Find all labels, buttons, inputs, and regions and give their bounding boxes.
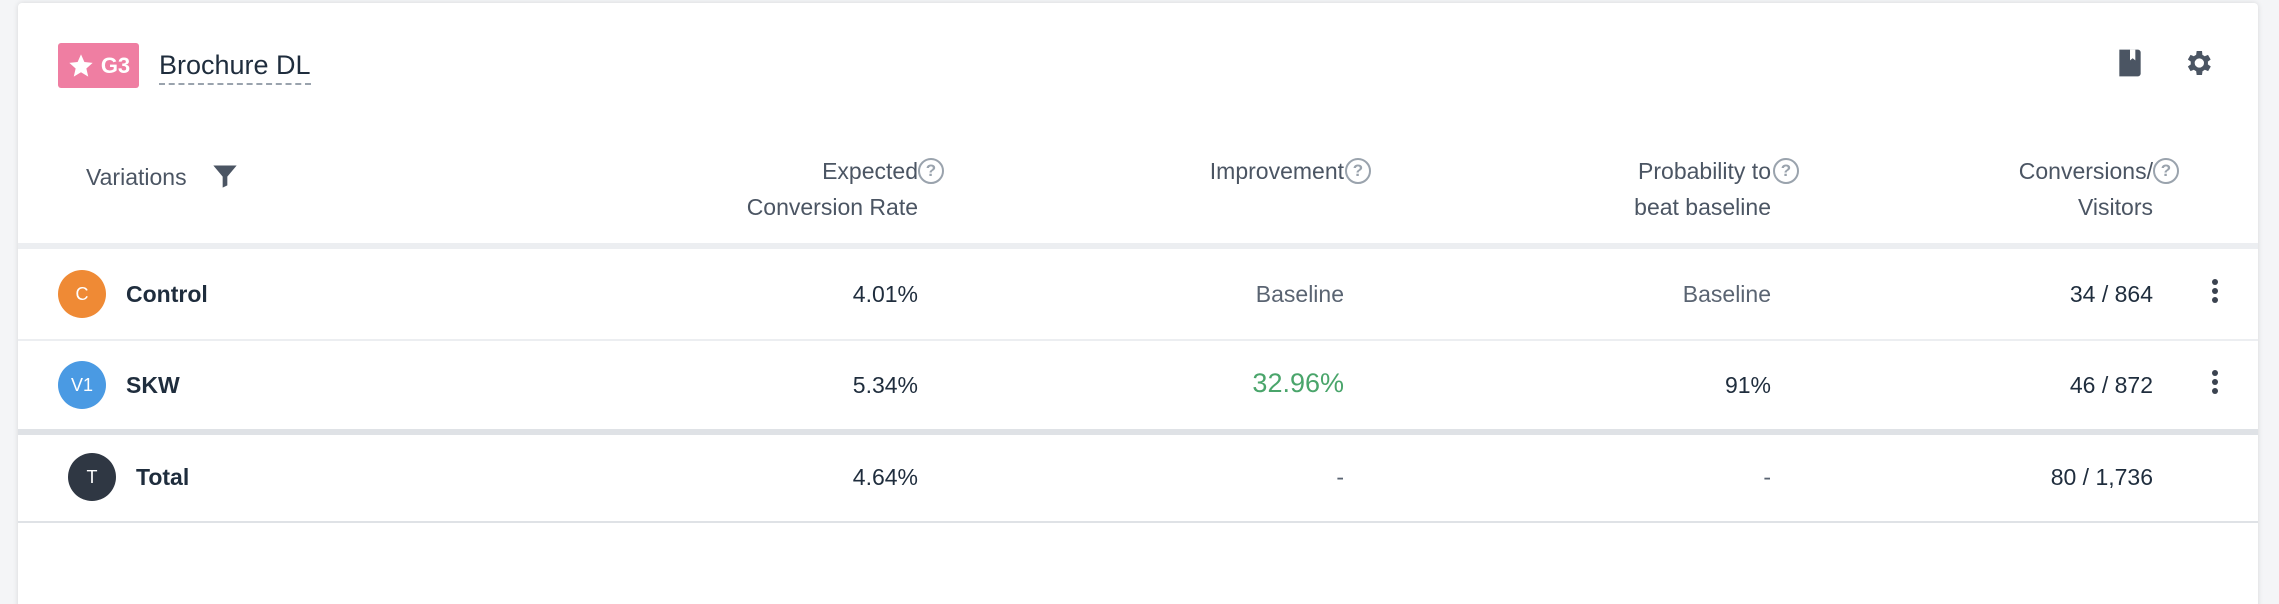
total-conversions: 80 / 1,736: [2050, 464, 2153, 490]
total-label: Total: [136, 464, 190, 490]
total-row: T Total 4.64% - - 80 / 1,736: [18, 435, 2258, 521]
goal-badge-label: G3: [100, 52, 131, 78]
variations-column-header: Variations: [86, 164, 187, 190]
probability-help-icon[interactable]: ?: [1773, 158, 1799, 184]
variation-avatar: C: [58, 270, 106, 318]
expected-rate: 5.34%: [852, 372, 918, 398]
variation-name: Control: [126, 281, 208, 307]
total-improvement: -: [1336, 464, 1344, 490]
probability-header: Probability to beat baseline: [1418, 153, 1771, 225]
header-divider: [18, 243, 2258, 249]
conversions-header-line2: Visitors: [2078, 194, 2153, 220]
gear-icon: [2187, 51, 2211, 75]
total-divider: [18, 429, 2258, 435]
table-row: C Control 4.01% Baseline Baseline 34 / 8…: [18, 249, 2258, 339]
goal-title[interactable]: Brochure DL: [159, 49, 311, 85]
star-icon: [69, 53, 93, 77]
conversions-header: Conversions/ Visitors: [1818, 153, 2153, 225]
conversions-value: 46 / 872: [2069, 372, 2153, 398]
total-rate: 4.64%: [852, 464, 918, 490]
conversions-header-line1: Conversions/: [2018, 158, 2153, 184]
row-menu-icon[interactable]: [2205, 276, 2225, 310]
total-avatar: T: [68, 453, 116, 501]
probability-value: Baseline: [1682, 281, 1771, 307]
notebook-icon: [2119, 49, 2141, 77]
conversions-help-icon[interactable]: ?: [2153, 158, 2179, 184]
improvement-value: 32.96%: [1252, 368, 1344, 398]
total-probability: -: [1763, 464, 1771, 490]
probability-value: 91%: [1724, 372, 1771, 398]
expected-rate: 4.01%: [852, 281, 918, 307]
results-card: G3 Brochure DL Variations Expected Conve…: [18, 3, 2258, 604]
expected-conversion-header: Expected Conversion Rate: [598, 153, 918, 225]
row-divider: [18, 339, 2258, 341]
settings-button[interactable]: [2178, 43, 2218, 83]
variation-name: SKW: [126, 372, 180, 398]
improvement-help-icon[interactable]: ?: [1345, 158, 1371, 184]
table-row: V1 SKW 5.34% 32.96% 91% 46 / 872: [18, 341, 2258, 429]
probability-header-line2: beat baseline: [1634, 194, 1771, 220]
variation-avatar: V1: [58, 361, 106, 409]
improvement-header: Improvement: [1209, 158, 1344, 184]
notebook-button[interactable]: [2110, 43, 2150, 83]
row-menu-icon[interactable]: [2205, 367, 2225, 401]
filter-icon[interactable]: [210, 162, 240, 190]
probability-header-line1: Probability to: [1638, 158, 1771, 184]
expected-header-line2: Conversion Rate: [746, 194, 918, 220]
goal-badge[interactable]: G3: [58, 43, 139, 88]
expected-help-icon[interactable]: ?: [918, 158, 944, 184]
table-bottom-border: [18, 521, 2258, 523]
expected-header-line1: Expected: [822, 158, 918, 184]
conversions-value: 34 / 864: [2069, 281, 2153, 307]
improvement-value: Baseline: [1255, 281, 1344, 307]
